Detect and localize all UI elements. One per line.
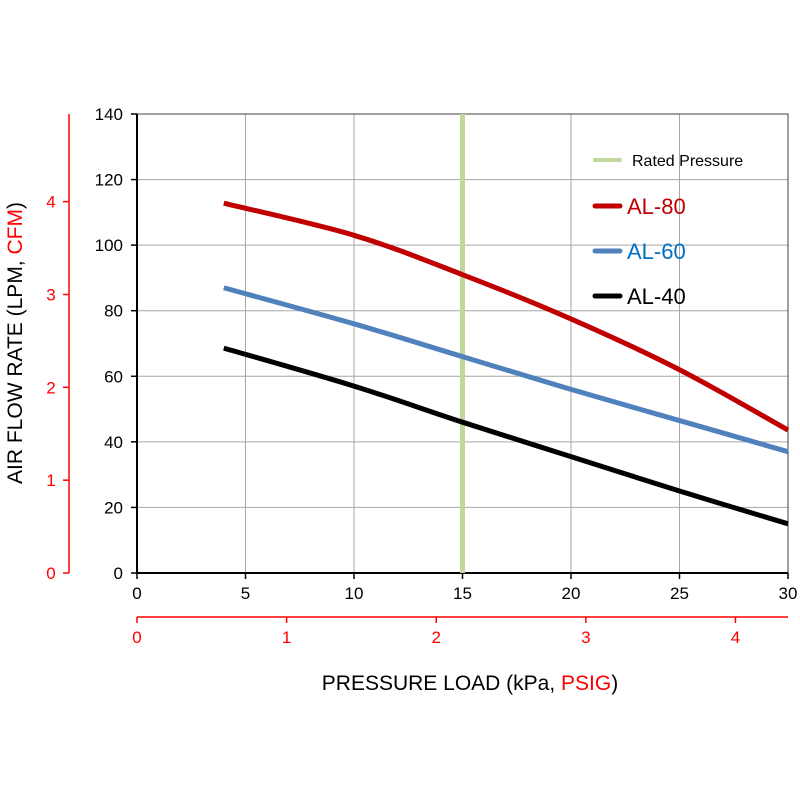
cfm-tick-label: 3 <box>46 285 55 304</box>
x-tick-label: 5 <box>241 584 250 603</box>
legend-label-al-80: AL-80 <box>627 194 686 219</box>
cfm-tick-label: 1 <box>46 471 55 490</box>
cfm-tick-label: 4 <box>46 193 55 212</box>
y-tick-label: 40 <box>104 433 123 452</box>
cfm-tick-label: 0 <box>46 564 55 583</box>
x-tick-label: 20 <box>562 584 581 603</box>
y-tick-label: 20 <box>104 498 123 517</box>
series-line-al-60 <box>223 285 789 455</box>
x-tick-label: 25 <box>670 584 689 603</box>
psig-tick-label: 0 <box>132 628 141 647</box>
y-tick-label: 60 <box>104 367 123 386</box>
x-tick-label: 15 <box>453 584 472 603</box>
psig-tick-label: 3 <box>581 628 590 647</box>
series-line-al-80 <box>223 200 790 433</box>
legend: Rated Pressure AL-80 AL-60 AL-40 <box>592 153 743 309</box>
y-tick-label: 0 <box>114 564 123 583</box>
y-tick-label: 80 <box>104 302 123 321</box>
legend-label-al-60: AL-60 <box>627 239 686 264</box>
x-tick-label: 0 <box>132 584 141 603</box>
cfm-tick-label: 2 <box>46 378 55 397</box>
psig-tick-label: 4 <box>731 628 740 647</box>
psig-tick-label: 1 <box>282 628 291 647</box>
y-tick-label: 100 <box>95 236 123 255</box>
series-lines <box>223 114 790 573</box>
psig-tick-label: 2 <box>431 628 440 647</box>
y-tick-label: 140 <box>95 105 123 124</box>
series-line-al-40 <box>223 345 789 527</box>
y-axis-label: AIR FLOW RATE (LPM, CFM) <box>4 202 27 484</box>
y-tick-label: 120 <box>95 171 123 190</box>
legend-label-al-40: AL-40 <box>627 284 686 309</box>
x-tick-label: 10 <box>345 584 364 603</box>
legend-label-rated-pressure: Rated Pressure <box>632 153 743 170</box>
x-axis-label: PRESSURE LOAD (kPa, PSIG) <box>322 672 618 695</box>
x-tick-label: 30 <box>779 584 798 603</box>
